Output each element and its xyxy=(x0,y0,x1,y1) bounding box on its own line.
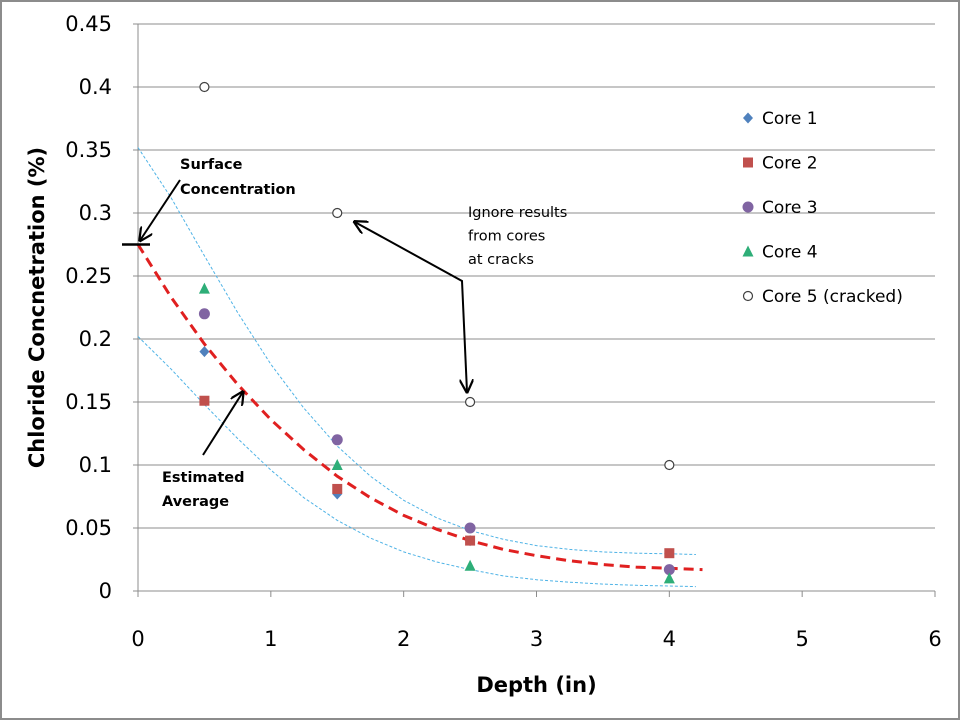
estimated-arrow xyxy=(202,392,243,456)
gridlines xyxy=(138,23,935,529)
data-point-core-5 xyxy=(464,396,476,408)
legend-marker-core-2 xyxy=(743,157,753,168)
x-tick-label: 3 xyxy=(530,627,543,651)
y-tick-label: 0.25 xyxy=(65,264,112,288)
surface-arrow xyxy=(140,179,181,241)
x-tick-label: 2 xyxy=(397,627,410,651)
y-tick-label: 0.45 xyxy=(65,12,112,36)
data-point-core-3 xyxy=(198,308,210,320)
bound-curve xyxy=(137,147,696,555)
data-point-core-4 xyxy=(464,559,476,571)
y-tick-label: 0.35 xyxy=(65,138,112,162)
data-points xyxy=(198,81,675,584)
legend-marker-core-5 xyxy=(742,290,754,302)
data-point-core-3 xyxy=(663,564,675,576)
annotation-surface-concentration: Surface Concentration xyxy=(180,157,296,198)
legend-label-core-1: Core 1 xyxy=(762,109,818,129)
data-point-core-2 xyxy=(465,535,476,546)
y-tick-label: 0.4 xyxy=(79,75,112,99)
x-axis-title: Depth (in) xyxy=(476,673,596,697)
y-tick-label: 0.1 xyxy=(79,453,112,477)
estimated-average-curve xyxy=(136,243,703,572)
fit-curves xyxy=(136,147,703,588)
data-point-core-5 xyxy=(664,459,675,471)
legend-label-core-4: Core 4 xyxy=(762,243,818,263)
x-tick-label: 1 xyxy=(264,627,277,651)
bound-curve xyxy=(137,336,696,588)
x-tick-label: 4 xyxy=(663,627,676,651)
x-tick-label: 0 xyxy=(131,627,144,651)
annotations: Surface Concentration Ignore results from c… xyxy=(122,157,567,510)
x-tick-label: 5 xyxy=(795,627,808,651)
legend-label-core-5: Core 5 (cracked) xyxy=(762,287,903,307)
legend-marker-core-3 xyxy=(742,201,754,213)
data-point-core-3 xyxy=(331,434,343,446)
legend-marker-core-4 xyxy=(742,245,754,257)
axes: 0 0.05 0.1 0.15 0.2 0.25 0.3 0.35 0.4 0.45 0 1 2 3 4 5 6 xyxy=(65,12,941,651)
data-point-core-1 xyxy=(199,346,210,358)
legend: Core 1 Core 2 Core 3 Core 4 Core 5 (cracked) xyxy=(742,109,903,307)
annotation-ignore-results: Ignore results from cores at cracks xyxy=(468,205,567,268)
data-point-core-4 xyxy=(331,459,343,470)
legend-marker-core-1 xyxy=(743,112,753,124)
data-point-core-2 xyxy=(332,483,343,494)
y-axis-title: Chloride Concnetration (%) xyxy=(25,147,49,468)
data-point-core-4 xyxy=(663,572,675,584)
data-point-core-3 xyxy=(464,522,476,534)
y-tick-label: 0.3 xyxy=(79,201,112,225)
annotation-estimated-average: Estimated Average xyxy=(162,470,244,510)
data-point-core-5 xyxy=(199,81,210,93)
data-point-core-4 xyxy=(198,282,210,294)
x-tick-label: 6 xyxy=(928,627,941,651)
data-point-core-2 xyxy=(199,395,210,406)
legend-label-core-2: Core 2 xyxy=(762,154,818,174)
legend-label-core-3: Core 3 xyxy=(762,198,818,218)
y-tick-label: 0.05 xyxy=(65,516,112,540)
y-tick-label: 0 xyxy=(99,579,112,603)
y-tick-label: 0.2 xyxy=(79,327,112,351)
data-point-core-2 xyxy=(664,548,675,559)
y-tick-label: 0.15 xyxy=(65,390,112,414)
data-point-core-5 xyxy=(332,207,343,219)
ignore-arrow xyxy=(355,222,467,392)
